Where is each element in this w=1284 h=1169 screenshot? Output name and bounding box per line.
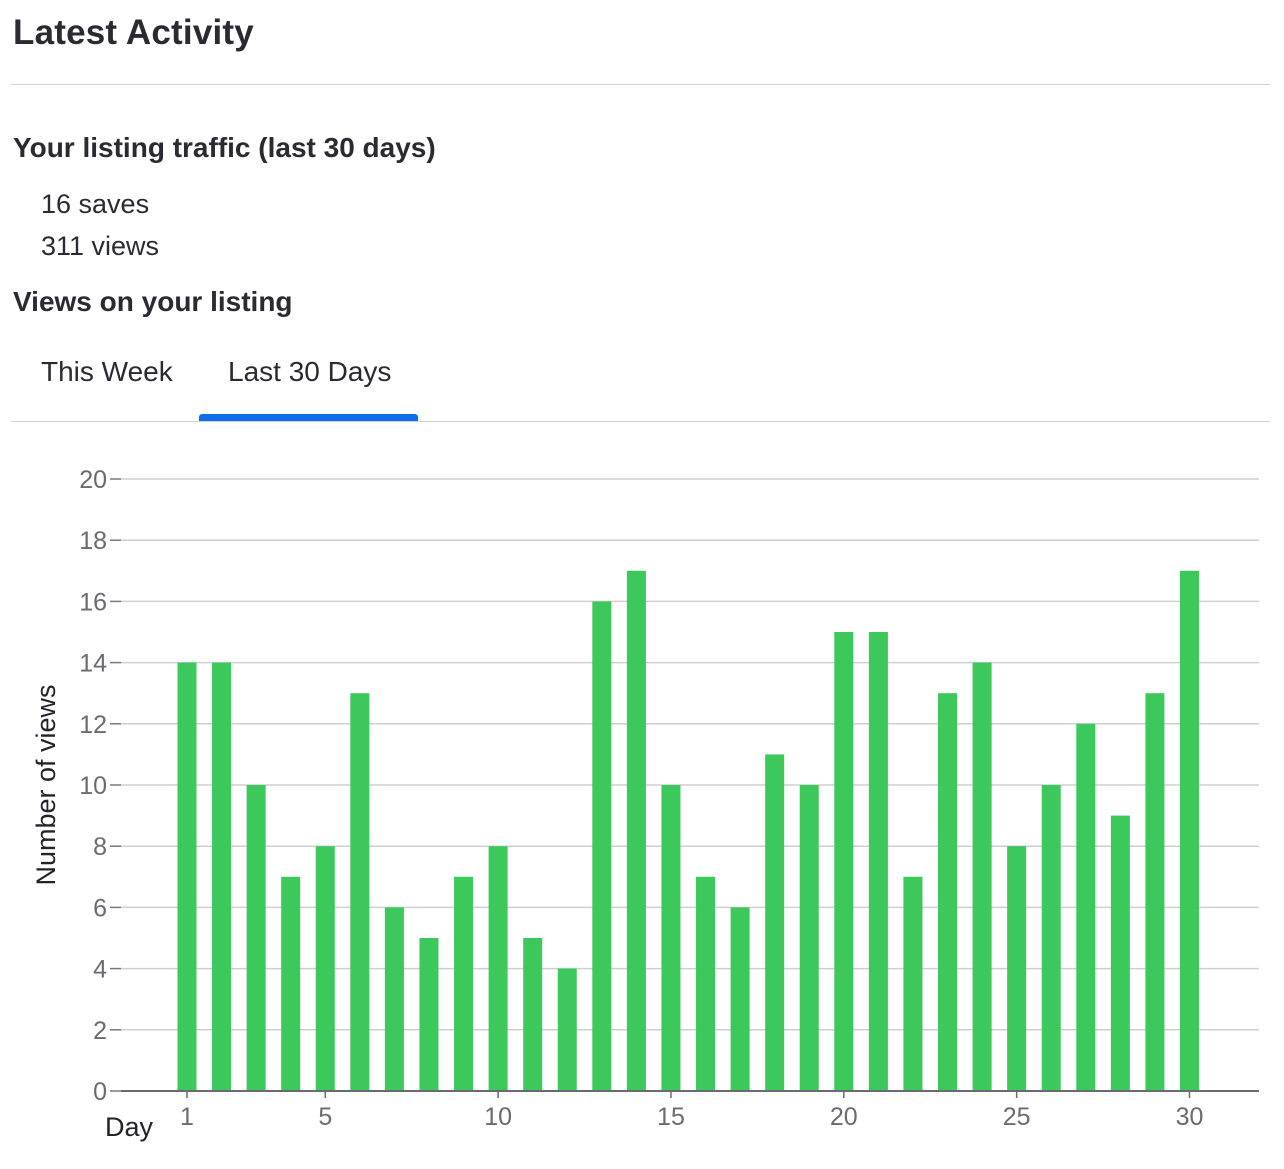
bar-day-10 <box>488 846 508 1091</box>
bar-day-20 <box>834 632 854 1091</box>
bar-day-5 <box>315 846 335 1091</box>
bar-day-9 <box>454 876 474 1091</box>
bar-day-3 <box>246 785 266 1091</box>
bar-day-27 <box>1076 723 1096 1091</box>
bar-day-1 <box>177 662 197 1091</box>
header-divider <box>11 84 1270 85</box>
y-tick-label: 0 <box>93 1078 107 1106</box>
x-tick-label: 25 <box>1003 1103 1031 1131</box>
x-tick-label: 20 <box>830 1103 858 1131</box>
traffic-section-title: Your listing traffic (last 30 days) <box>13 132 436 163</box>
y-tick-label: 20 <box>79 466 107 494</box>
x-tick-label: 30 <box>1176 1103 1204 1131</box>
y-tick-label: 10 <box>79 772 107 800</box>
bar-day-29 <box>1145 693 1165 1091</box>
tabs-divider <box>11 421 1270 422</box>
y-tick-label: 2 <box>93 1017 107 1045</box>
bar-day-28 <box>1110 815 1130 1091</box>
bar-day-19 <box>799 785 819 1091</box>
bar-day-6 <box>350 693 370 1091</box>
x-axis-title: Day <box>105 1112 154 1142</box>
bar-day-7 <box>384 907 404 1091</box>
views-count: 311 views <box>41 231 160 261</box>
selected-tab-indicator <box>199 414 418 421</box>
bar-day-23 <box>938 693 958 1091</box>
y-axis-title: Number of views <box>31 684 61 885</box>
y-tick-label: 14 <box>79 650 107 678</box>
y-tick-label: 8 <box>93 833 107 861</box>
x-tick-label: 5 <box>318 1103 332 1131</box>
bar-day-13 <box>592 601 612 1091</box>
y-tick-label: 4 <box>93 956 107 984</box>
bar-day-14 <box>626 570 646 1091</box>
bar-day-22 <box>903 876 923 1091</box>
bar-day-12 <box>557 968 577 1091</box>
saves-count: 16 saves <box>41 189 150 219</box>
bar-day-26 <box>1041 785 1061 1091</box>
bar-day-24 <box>972 662 992 1091</box>
page-title: Latest Activity <box>13 13 254 52</box>
y-tick-label: 16 <box>79 588 107 616</box>
x-tick-label: 10 <box>484 1103 512 1131</box>
x-tick-label: 1 <box>180 1103 194 1131</box>
bar-day-15 <box>661 785 681 1091</box>
tab-last-30-days[interactable]: Last 30 Days <box>228 356 392 387</box>
y-tick-label: 12 <box>79 711 107 739</box>
y-tick-label: 18 <box>79 527 107 555</box>
x-tick-label: 15 <box>657 1103 685 1131</box>
bar-day-17 <box>730 907 750 1091</box>
tab-this-week[interactable]: This Week <box>41 356 173 387</box>
bar-day-18 <box>765 754 785 1091</box>
bar-day-2 <box>212 662 232 1091</box>
bar-day-25 <box>1007 846 1027 1091</box>
y-tick-label: 6 <box>93 894 107 922</box>
bar-day-16 <box>696 876 716 1091</box>
views-section-title: Views on your listing <box>13 286 293 317</box>
bar-day-30 <box>1180 570 1199 1091</box>
bar-day-8 <box>419 938 439 1091</box>
bar-day-4 <box>281 876 301 1091</box>
bar-day-11 <box>523 938 543 1091</box>
bar-day-21 <box>868 632 888 1091</box>
